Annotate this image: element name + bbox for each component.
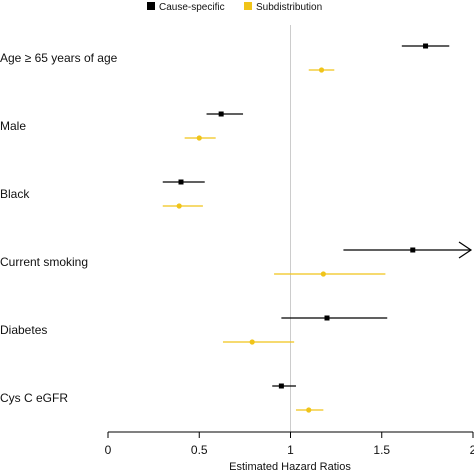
legend-swatch-cause-specific bbox=[147, 2, 155, 10]
y-label: Current smoking bbox=[0, 255, 88, 269]
y-label: Cys C eGFR bbox=[0, 391, 68, 405]
point-estimate bbox=[176, 203, 182, 209]
point-estimate bbox=[320, 271, 326, 277]
legend: Cause-specific Subdistribution bbox=[147, 2, 322, 13]
point-estimate bbox=[410, 247, 416, 253]
point-estimate bbox=[196, 135, 202, 141]
y-axis-labels: Age ≥ 65 years of age Male Black Current sm… bbox=[0, 51, 118, 405]
x-tick-label: 2 bbox=[470, 443, 474, 457]
point-estimate bbox=[318, 67, 325, 73]
x-tick-label: 0 bbox=[105, 443, 112, 457]
y-label: Diabetes bbox=[0, 323, 47, 337]
ci-arrow bbox=[458, 241, 473, 259]
point-estimate bbox=[278, 383, 284, 389]
x-tick-label: 1 bbox=[287, 443, 294, 457]
legend-swatch-subdistribution bbox=[244, 2, 252, 10]
plot-marks bbox=[162, 43, 473, 413]
x-axis: 0 0.5 1 1.5 2 bbox=[105, 431, 474, 457]
point-estimate bbox=[324, 315, 330, 321]
point-estimate bbox=[306, 407, 312, 413]
point-estimate bbox=[178, 179, 184, 185]
x-tick-label: 0.5 bbox=[191, 443, 208, 457]
legend-label-subdistribution: Subdistribution bbox=[256, 2, 322, 13]
y-label: Male bbox=[0, 119, 26, 133]
x-tick-label: 1.5 bbox=[373, 443, 390, 457]
point-estimate bbox=[249, 339, 255, 345]
y-label: Age ≥ 65 years of age bbox=[0, 51, 118, 65]
point-estimate bbox=[423, 43, 429, 49]
point-estimate bbox=[218, 111, 224, 117]
legend-label-cause-specific: Cause-specific bbox=[159, 2, 225, 13]
y-label: Black bbox=[0, 187, 30, 201]
x-axis-label: Estimated Hazard Ratios bbox=[229, 461, 351, 473]
